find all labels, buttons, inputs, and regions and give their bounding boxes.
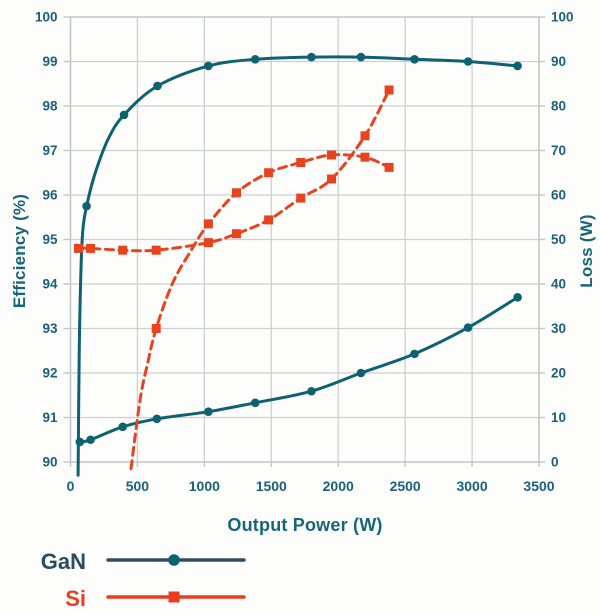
legend-line bbox=[106, 553, 246, 566]
data-point-marker bbox=[463, 323, 473, 332]
data-point-marker bbox=[250, 54, 260, 64]
data-point-marker bbox=[203, 238, 213, 248]
gan-line-circle-swatch-icon bbox=[106, 550, 246, 575]
data-point-marker bbox=[410, 349, 419, 359]
right-tick-label: 70 bbox=[551, 143, 566, 158]
data-point-marker bbox=[307, 386, 316, 396]
right-tick-label: 50 bbox=[551, 232, 566, 247]
right-tick-label: 40 bbox=[551, 277, 566, 292]
data-point-marker bbox=[513, 293, 522, 302]
x-tick-label: 3000 bbox=[456, 478, 487, 494]
data-point-marker bbox=[75, 437, 85, 447]
data-point-marker bbox=[82, 201, 91, 211]
data-point-marker bbox=[513, 61, 522, 71]
left-tick-label: 95 bbox=[42, 232, 58, 247]
left-tick-label: 93 bbox=[42, 321, 58, 336]
data-point-marker bbox=[119, 110, 129, 120]
data-point-marker bbox=[384, 85, 394, 95]
series-gan-efficiency bbox=[76, 52, 522, 477]
x-axis-title: Output Power (W) bbox=[227, 515, 383, 535]
tick-marks bbox=[63, 16, 545, 467]
data-point-marker bbox=[231, 188, 241, 198]
data-point-marker bbox=[86, 243, 96, 253]
data-point-marker bbox=[204, 407, 213, 417]
x-tick-label: 3500 bbox=[523, 478, 554, 494]
data-point-marker bbox=[151, 324, 161, 333]
data-point-marker bbox=[118, 245, 128, 255]
data-point-marker bbox=[327, 174, 337, 184]
tick-labels: 9091929394959697989910001020304050607080… bbox=[35, 10, 574, 495]
data-point-marker bbox=[360, 131, 370, 141]
left-axis-title: Efficiency (%) bbox=[10, 193, 29, 309]
left-tick-label: 99 bbox=[42, 54, 57, 69]
data-point-marker bbox=[307, 52, 316, 62]
si-line-square-swatch-icon bbox=[106, 587, 246, 612]
data-point-marker bbox=[296, 193, 306, 203]
data-point-marker bbox=[463, 57, 473, 66]
legend-label-gan: GaN bbox=[40, 549, 86, 574]
data-point-marker bbox=[250, 398, 260, 408]
data-point-marker bbox=[203, 219, 213, 229]
legend-label-si: Si bbox=[65, 586, 86, 611]
data-point-marker bbox=[327, 150, 337, 160]
left-tick-label: 98 bbox=[42, 99, 58, 114]
legend: GaN Si bbox=[38, 547, 246, 614]
data-point-marker bbox=[296, 158, 306, 168]
series-gan-loss bbox=[75, 293, 522, 447]
left-tick-label: 90 bbox=[42, 455, 57, 470]
data-point-marker bbox=[118, 422, 128, 432]
right-tick-label: 90 bbox=[551, 54, 566, 69]
right-tick-label: 100 bbox=[551, 10, 574, 25]
data-point-marker bbox=[151, 245, 161, 255]
right-axis-title: Loss (W) bbox=[577, 214, 596, 288]
legend-line bbox=[106, 591, 246, 602]
legend-item-si: Si bbox=[38, 584, 246, 614]
series-si-efficiency bbox=[129, 150, 394, 471]
left-tick-label: 94 bbox=[42, 277, 58, 292]
data-point-marker bbox=[356, 368, 366, 378]
data-point-marker bbox=[153, 81, 162, 91]
right-tick-label: 30 bbox=[551, 321, 566, 336]
x-tick-label: 2000 bbox=[323, 478, 354, 494]
x-tick-label: 2500 bbox=[390, 478, 421, 494]
x-tick-label: 1500 bbox=[256, 478, 287, 494]
data-point-marker bbox=[410, 54, 419, 64]
left-tick-label: 92 bbox=[42, 366, 57, 381]
x-tick-label: 1000 bbox=[189, 478, 220, 494]
data-point-marker bbox=[360, 152, 370, 162]
right-tick-label: 80 bbox=[551, 99, 566, 114]
left-tick-label: 96 bbox=[42, 188, 58, 203]
data-point-marker bbox=[264, 215, 274, 225]
series-si-loss bbox=[74, 85, 394, 255]
series-line bbox=[76, 55, 520, 477]
data-point-marker bbox=[74, 243, 84, 253]
right-tick-label: 20 bbox=[551, 366, 566, 381]
legend-item-gan: GaN bbox=[38, 547, 246, 577]
right-tick-label: 0 bbox=[551, 455, 559, 470]
data-point-marker bbox=[264, 168, 274, 178]
x-tick-label: 0 bbox=[67, 478, 75, 494]
series-line bbox=[77, 88, 391, 253]
data-point-marker bbox=[231, 229, 241, 239]
data-point-marker bbox=[384, 162, 394, 172]
left-tick-label: 100 bbox=[35, 10, 58, 25]
data-point-marker bbox=[356, 52, 366, 62]
right-tick-label: 10 bbox=[551, 410, 566, 425]
left-tick-label: 97 bbox=[42, 143, 57, 158]
x-tick-label: 500 bbox=[126, 478, 150, 494]
data-point-marker bbox=[86, 435, 95, 445]
data-point-marker bbox=[204, 61, 213, 71]
right-tick-label: 60 bbox=[551, 188, 566, 203]
left-tick-label: 91 bbox=[42, 410, 58, 425]
data-point-marker bbox=[152, 414, 162, 424]
